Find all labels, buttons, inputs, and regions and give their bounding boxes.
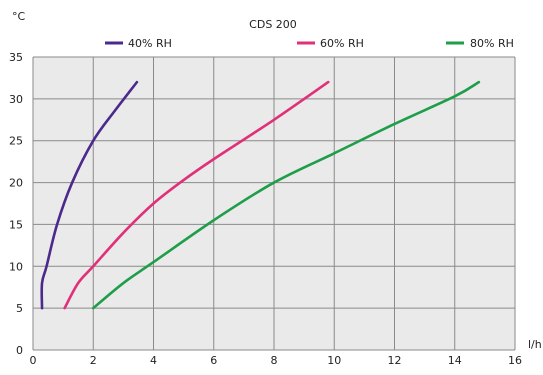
series-line-80-rh xyxy=(91,80,481,310)
legend-label-80-rh: 80% RH xyxy=(470,37,514,50)
y-axis-label: °C xyxy=(12,10,26,23)
axes: 0 2 4 6 8 10 12 14 16 0 5 10 15 20 25 30 35 xyxy=(9,51,522,367)
legend-label-40-rh: 40% RH xyxy=(128,37,172,50)
y-tick-label: 15 xyxy=(9,218,23,231)
legend: 40% RH 60% RH 80% RH xyxy=(105,37,514,50)
y-tick-label: 0 xyxy=(16,344,23,357)
y-tick-label: 30 xyxy=(9,93,23,106)
y-tick-label: 25 xyxy=(9,135,23,148)
series-line-40-rh xyxy=(40,80,139,310)
x-tick-label: 12 xyxy=(388,354,402,367)
x-tick-label: 2 xyxy=(90,354,97,367)
y-tick-label: 10 xyxy=(9,260,23,273)
x-tick-label: 8 xyxy=(271,354,278,367)
x-tick-label: 6 xyxy=(210,354,217,367)
x-tick-label: 4 xyxy=(150,354,157,367)
legend-label-60-rh: 60% RH xyxy=(320,37,364,50)
series xyxy=(40,80,481,310)
y-tick-label: 20 xyxy=(9,177,23,190)
series-line-60-rh xyxy=(63,80,330,310)
y-tick-label: 5 xyxy=(16,302,23,315)
chart-title: CDS 200 xyxy=(249,18,297,31)
x-tick-label: 0 xyxy=(30,354,37,367)
x-axis-label: l/h xyxy=(528,338,542,351)
x-tick-label: 16 xyxy=(508,354,522,367)
x-tick-label: 14 xyxy=(448,354,462,367)
y-tick-label: 35 xyxy=(9,51,23,64)
x-tick-label: 10 xyxy=(327,354,341,367)
